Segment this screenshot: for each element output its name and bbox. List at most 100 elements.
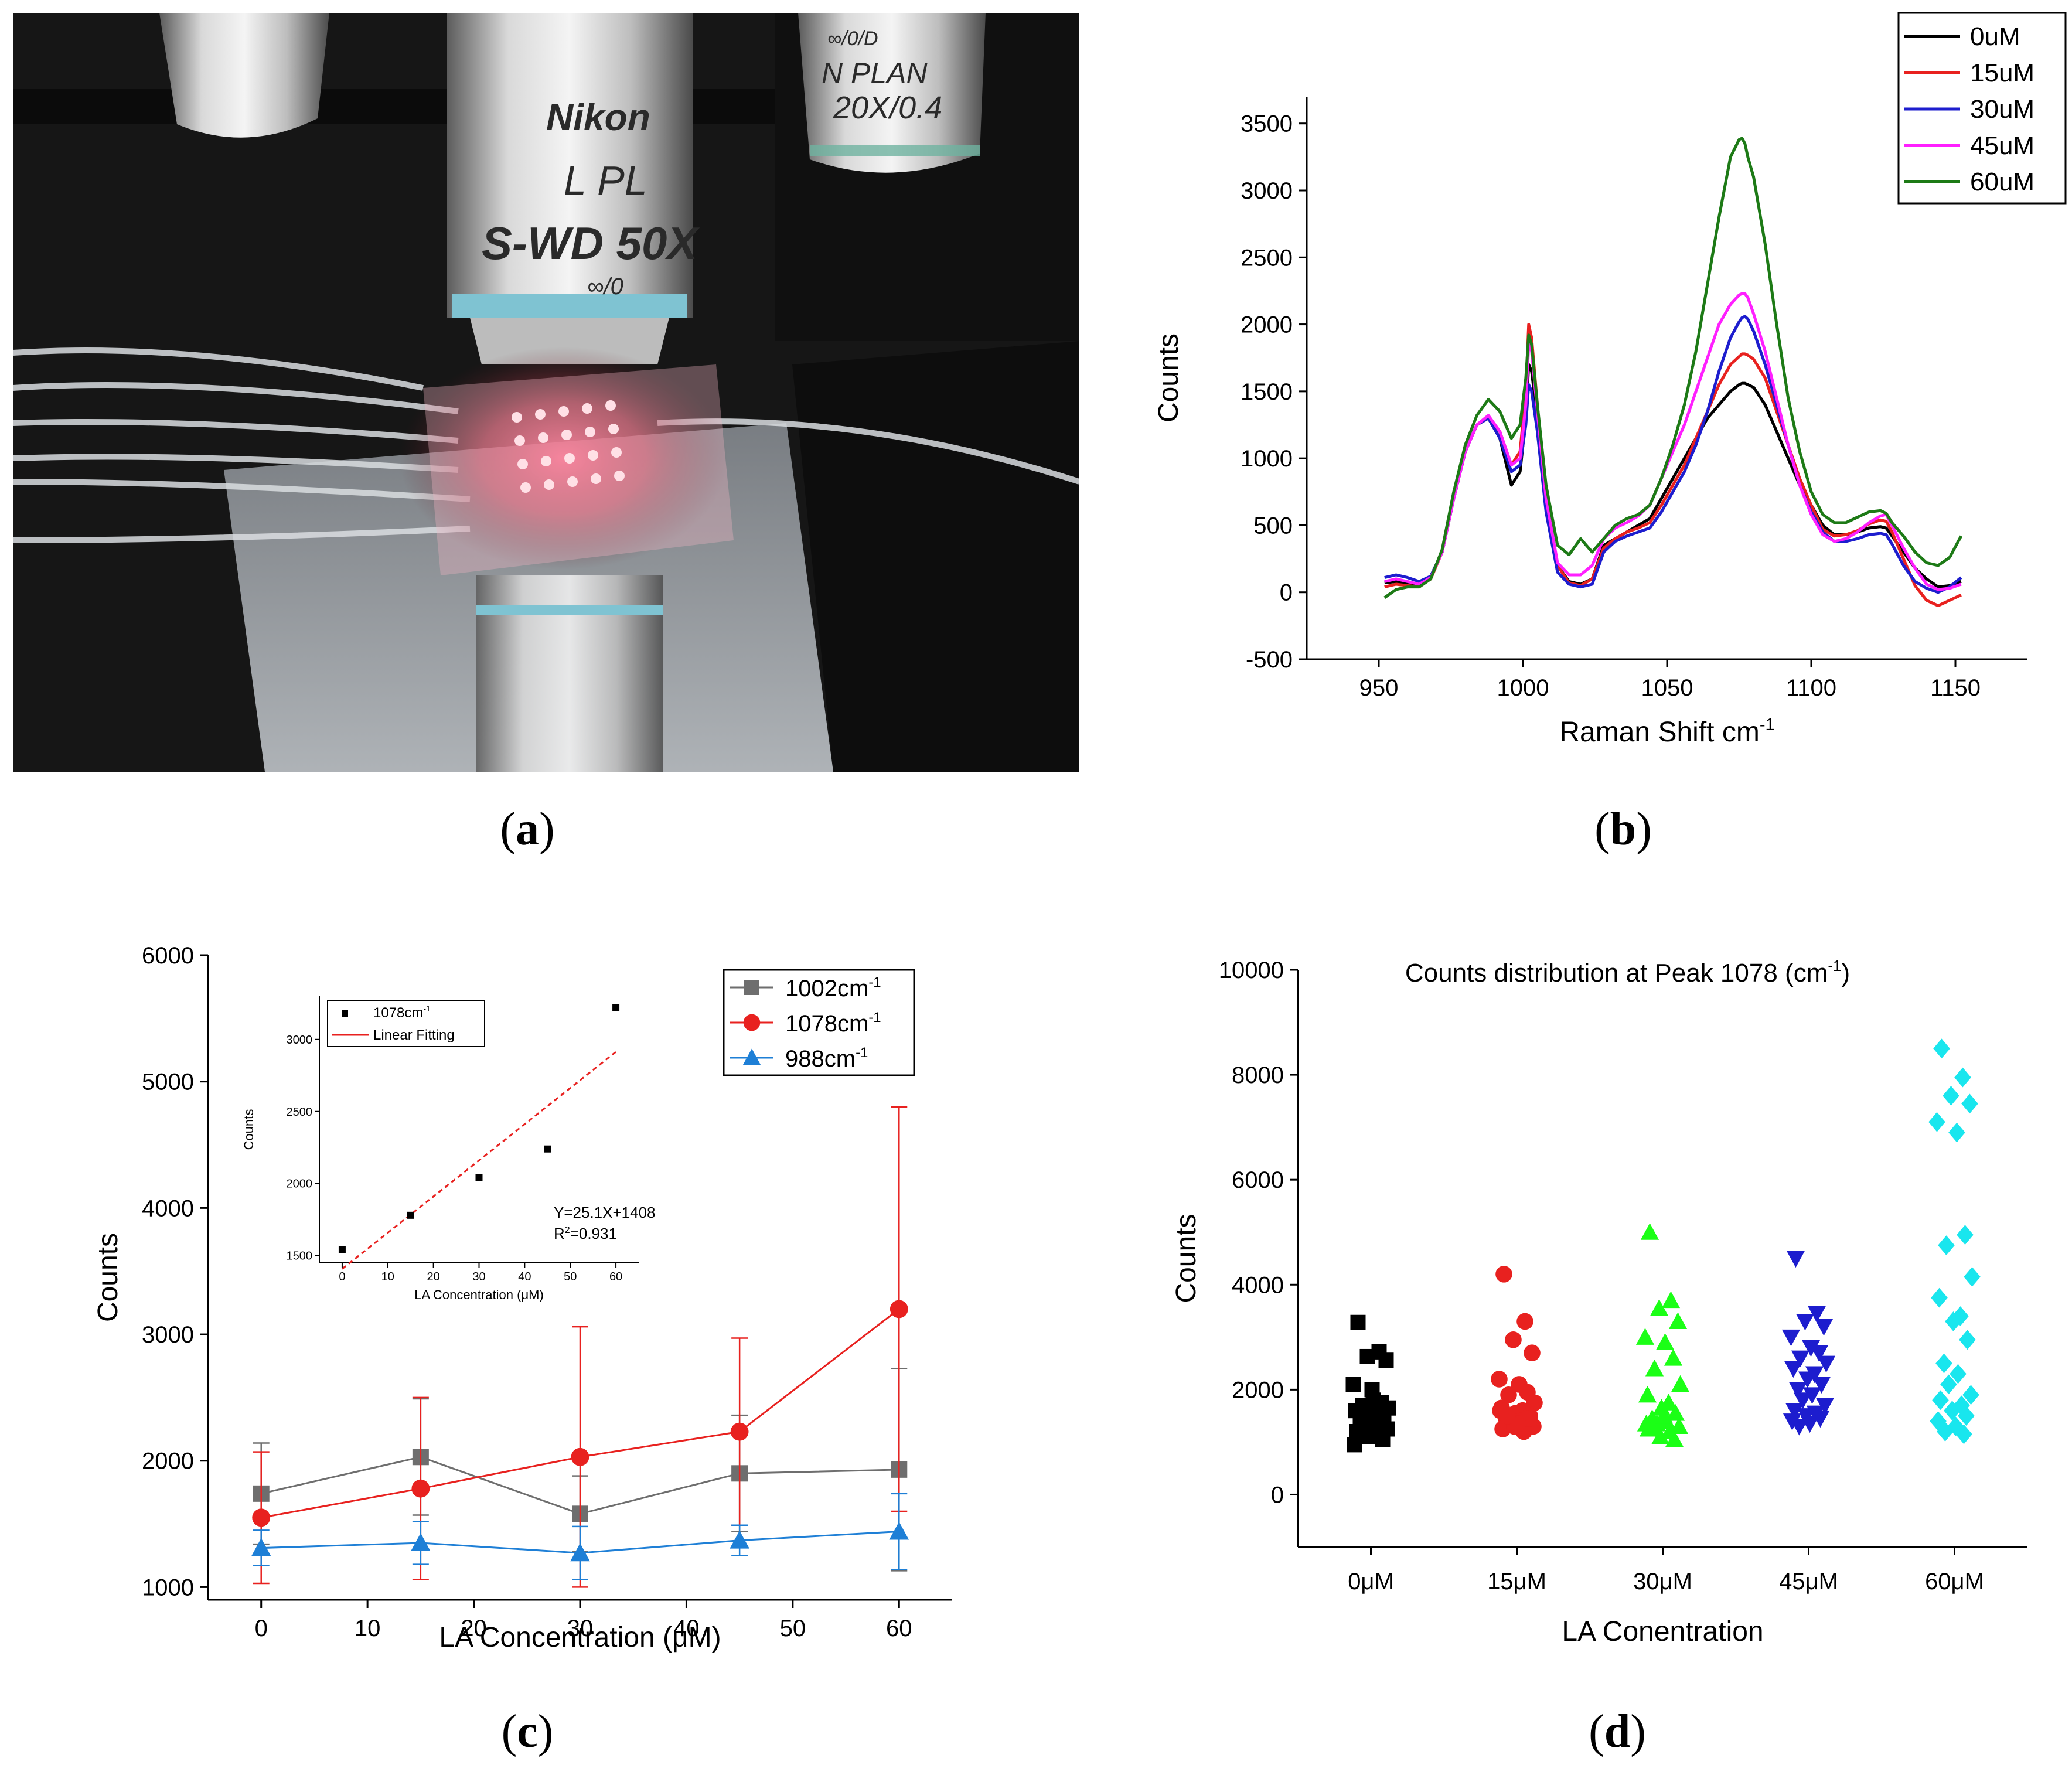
data-point (1961, 1093, 1978, 1114)
data-point (1784, 1361, 1803, 1378)
objective-brand-text: Nikon (546, 96, 650, 138)
data-point (571, 1447, 589, 1466)
data-point (1809, 1345, 1829, 1362)
x-tick-label: 40 (673, 1616, 700, 1641)
data-point (1668, 1312, 1688, 1329)
data-point (1526, 1394, 1543, 1412)
x-tick-label: 0μM (1348, 1569, 1394, 1595)
inset-data-point (475, 1174, 483, 1181)
x-tick-label: 10 (355, 1616, 381, 1641)
data-point (1500, 1386, 1517, 1403)
legend-label: 1078cm-1 (785, 1010, 881, 1037)
legend-swatch-marker (744, 980, 759, 995)
data-point (1790, 1419, 1809, 1436)
data-point (1937, 1422, 1954, 1442)
data-point (1801, 1340, 1821, 1357)
data-point (1345, 1377, 1361, 1392)
data-point (1781, 1329, 1801, 1347)
legend-label: 988cm-1 (785, 1045, 868, 1072)
data-point (1807, 1306, 1826, 1323)
data-point (1793, 1392, 1812, 1409)
data-point (1932, 1390, 1949, 1411)
data-point (1950, 1364, 1967, 1384)
y-tick-label: 2000 (1232, 1377, 1284, 1403)
inset-x-tick-label: 10 (381, 1270, 394, 1283)
y-axis-label: Counts (93, 1233, 124, 1322)
right-objective-magnification-text: 20X/0.4 (833, 90, 942, 125)
x-tick-label: 45μM (1779, 1569, 1838, 1595)
x-axis-label: Raman Shift cm-1 (1559, 716, 1774, 748)
data-point (1375, 1432, 1391, 1447)
panel-d: 0μM 15μM 30μM 45μM 60μM 0 2000 4000 6000 8000 1000… (1143, 914, 2072, 1664)
microscope-photo-illustration: Nikon L PL S-WD 50X ∞/0 N PLAN 20X/0.4 ∞… (13, 13, 1079, 772)
data-point (1933, 1038, 1950, 1059)
inset-legend-points-label: 1078cm-1 (373, 1004, 431, 1021)
data-point (1645, 1359, 1664, 1377)
data-point (1524, 1344, 1541, 1361)
series-line-0uM (1384, 363, 1962, 589)
objective-infinity-text: ∞/0 (587, 274, 623, 299)
y-tick-label: 2000 (1241, 312, 1293, 338)
inset-legend-fit-label: Linear Fitting (373, 1027, 455, 1043)
y-tick-label: 10000 (1219, 958, 1284, 983)
inset-fit-line (341, 1051, 617, 1270)
data-point (1962, 1385, 1979, 1405)
inset-equation: Y=25.1X+1408 (554, 1204, 656, 1221)
series-15μM (1491, 1266, 1543, 1440)
data-point (1957, 1225, 1974, 1245)
data-point (570, 1543, 590, 1562)
legend-label-30uM: 30uM (1970, 95, 2034, 124)
inset-r-squared: R2=0.931 (554, 1225, 617, 1242)
caption-c: (c) (501, 1706, 554, 1757)
data-point (1811, 1411, 1830, 1428)
data-point (1940, 1374, 1957, 1395)
data-point (1491, 1371, 1508, 1388)
data-point (1942, 1086, 1959, 1106)
data-point (1795, 1313, 1815, 1331)
y-tick-label: 2500 (1241, 245, 1293, 271)
x-tick-label: 30μM (1633, 1569, 1692, 1595)
y-tick-label: 6000 (1232, 1167, 1284, 1193)
legend-label: 1002cm-1 (785, 975, 881, 1001)
x-tick-label: 30 (567, 1616, 594, 1641)
y-tick-label: 500 (1253, 513, 1293, 539)
inset-x-tick-label: 20 (427, 1270, 440, 1283)
x-tick-label: 0 (255, 1616, 268, 1641)
y-tick-label: 3500 (1241, 111, 1293, 137)
y-tick-label: 0 (1280, 580, 1293, 606)
inset-x-tick-label: 30 (472, 1270, 485, 1283)
inset-legend-point-swatch (342, 1010, 348, 1017)
inset-x-axis-label: LA Concentration (μM) (414, 1287, 544, 1302)
data-point (1638, 1385, 1657, 1403)
data-point (1964, 1266, 1981, 1287)
inset-data-point (544, 1145, 551, 1153)
data-point (1644, 1419, 1663, 1437)
data-point (1928, 1112, 1945, 1132)
y-tick-label: 6000 (142, 943, 194, 969)
series-line-45uM (1384, 292, 1962, 591)
y-tick-label: -500 (1246, 647, 1293, 673)
objective-magnification-text: S-WD 50X (482, 217, 700, 269)
inset-y-tick-label: 3000 (287, 1034, 313, 1047)
data-point (1669, 1417, 1689, 1435)
data-point (1640, 1223, 1659, 1240)
series-45μM (1781, 1251, 1836, 1436)
data-point (1948, 1122, 1965, 1143)
y-tick-label: 3000 (1241, 178, 1293, 204)
data-point (1791, 1350, 1810, 1368)
data-point (411, 1533, 431, 1551)
data-point (1786, 1251, 1805, 1268)
data-point (1814, 1319, 1834, 1336)
y-tick-label: 4000 (142, 1195, 194, 1221)
counts-distribution-chart: 0μM 15μM 30μM 45μM 60μM 0 2000 4000 6000 8000 1000… (1171, 957, 2027, 1647)
series-1078cm (252, 1106, 908, 1588)
data-point (1938, 1235, 1955, 1256)
data-point (1347, 1437, 1362, 1453)
data-point (1664, 1349, 1683, 1366)
inset-y-tick-label: 1500 (287, 1250, 313, 1263)
data-point (1499, 1407, 1516, 1425)
y-tick-label: 1000 (142, 1575, 194, 1600)
y-axis-label: Counts (1153, 333, 1184, 423)
inset-x-tick-label: 0 (339, 1270, 345, 1283)
panel-b: 950 1000 1050 1100 1150 -500 0 500 1000 1500 2000 2… (1143, 0, 2072, 785)
